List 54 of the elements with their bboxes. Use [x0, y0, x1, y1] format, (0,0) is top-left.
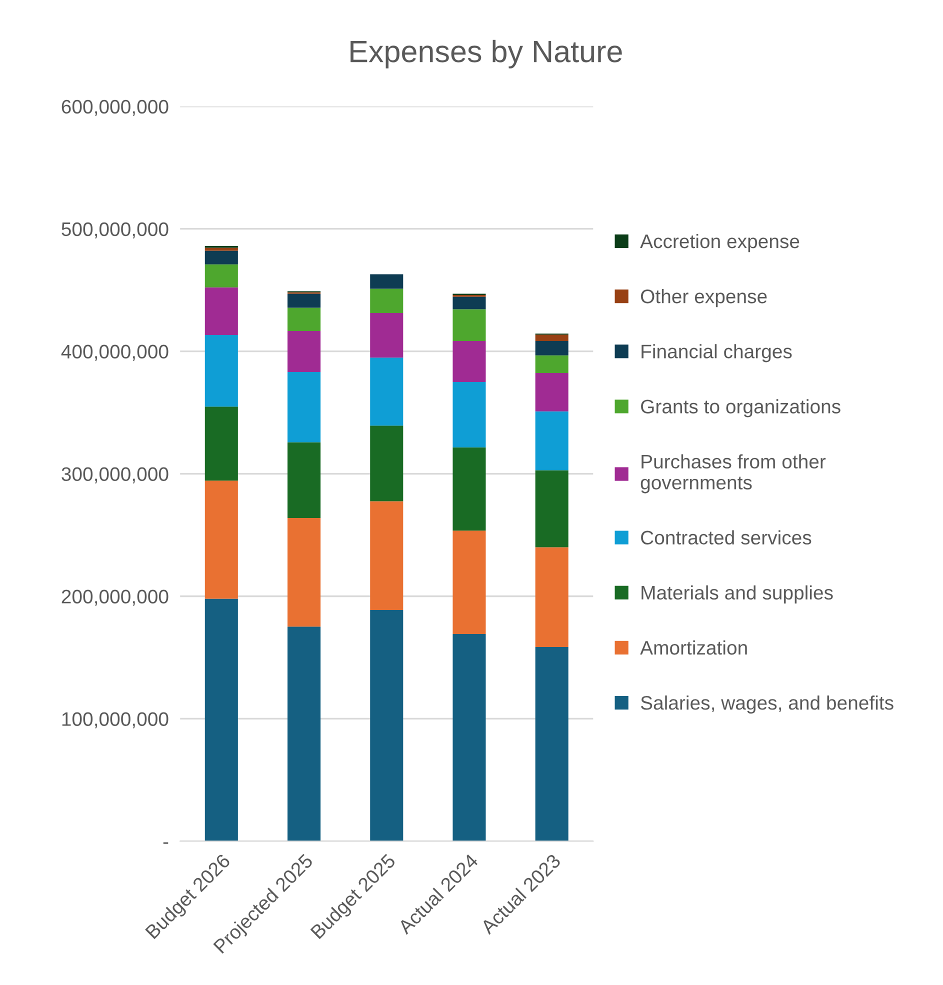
- bar: [535, 547, 568, 647]
- legend-label: Contracted services: [641, 530, 812, 545]
- y-tick-label: 100,000,000: [62, 712, 168, 728]
- bar: [288, 294, 321, 308]
- bar: [535, 341, 568, 356]
- bar: [288, 308, 321, 331]
- bar: [370, 610, 404, 842]
- bar: [452, 634, 486, 842]
- legend-label: Amortization: [640, 640, 747, 655]
- bar: [535, 355, 568, 373]
- bar: [452, 447, 486, 531]
- chart-title: Expenses by Nature: [350, 40, 622, 68]
- bar: [452, 341, 486, 382]
- bar: [204, 248, 238, 251]
- bar: [370, 426, 404, 502]
- y-tick-label: 200,000,000: [62, 590, 168, 606]
- legend-label: Accretion expense: [640, 234, 800, 252]
- y-tick-label: 500,000,000: [62, 222, 168, 238]
- bar: [535, 372, 568, 412]
- bar: [204, 406, 238, 481]
- bar: [204, 480, 238, 599]
- bar: [452, 382, 486, 448]
- legend-label: Salaries, wages, and benefits: [640, 695, 894, 714]
- bar: [204, 264, 238, 288]
- y-tick-label: 300,000,000: [62, 467, 168, 484]
- bar: [370, 501, 404, 610]
- legend-label: Materials and supplies: [642, 585, 833, 604]
- bar: [204, 335, 238, 407]
- bar: [288, 626, 321, 842]
- bar: [535, 334, 568, 342]
- bar: [370, 358, 404, 426]
- legend-label: Other expense: [640, 289, 767, 308]
- bar: [370, 312, 404, 358]
- legend-label: Purchases from other governments: [640, 454, 826, 494]
- bar: [288, 442, 321, 518]
- bar: [452, 296, 486, 310]
- bar: [288, 372, 321, 442]
- y-tick-label: -: [163, 842, 168, 844]
- bar: [370, 288, 404, 313]
- bar: [204, 598, 238, 842]
- legend-label: Financial charges: [642, 344, 792, 362]
- bar: [288, 330, 321, 372]
- bar: [535, 470, 568, 548]
- bar: [535, 411, 568, 470]
- bar: [452, 530, 486, 634]
- bar: [288, 518, 321, 627]
- y-tick-label: 600,000,000: [62, 100, 168, 116]
- bar: [204, 250, 238, 264]
- bar: [370, 274, 404, 289]
- bar: [535, 646, 568, 842]
- legend-label: Grants to organizations: [641, 399, 840, 418]
- bar: [452, 309, 486, 342]
- y-tick-label: 400,000,000: [61, 344, 168, 361]
- bar: [204, 287, 238, 336]
